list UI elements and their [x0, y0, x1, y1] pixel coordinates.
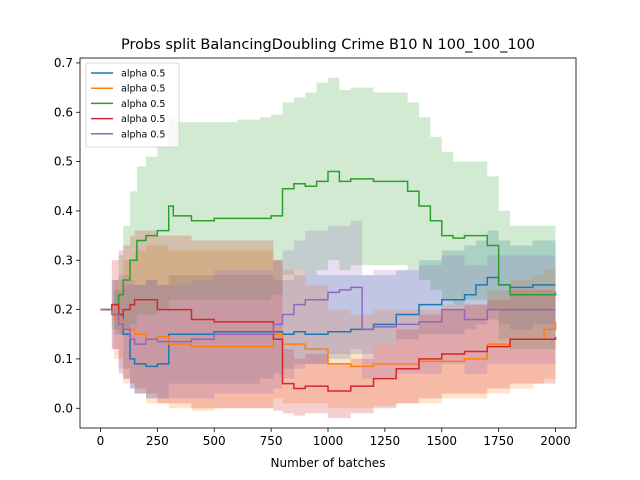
legend-label: alpha 0.5: [121, 129, 165, 140]
y-tick-label: 0.6: [54, 105, 73, 119]
legend-label: alpha 0.5: [121, 84, 165, 95]
series-5-line: [100, 286, 556, 345]
x-axis: 0 250 500 750 1000 1250 1500 1750 2000: [97, 428, 571, 448]
y-axis: 0.0 0.1 0.2 0.3 0.4 0.5 0.6 0.7: [54, 56, 80, 415]
x-tick-label: 1750: [483, 434, 514, 448]
legend-label: alpha 0.5: [121, 69, 165, 80]
legend-label: alpha 0.5: [121, 114, 165, 125]
series-3-line: [100, 170, 557, 311]
legend-label: alpha 0.5: [121, 99, 165, 110]
x-tick-label: 500: [203, 434, 226, 448]
y-tick-label: 0.5: [54, 155, 73, 169]
y-tick-label: 0.3: [54, 253, 73, 267]
series-4-band: [100, 230, 556, 419]
chart-title: Probs split BalancingDoubling Crime B10 …: [121, 37, 535, 53]
legend-box: [85, 62, 180, 148]
x-tick-label: 250: [146, 434, 169, 448]
x-tick-label: 750: [260, 434, 283, 448]
y-tick-label: 0.7: [54, 56, 73, 70]
x-tick-label: 1000: [313, 434, 344, 448]
series-1-line: [100, 276, 556, 368]
x-axis-title: Number of batches: [271, 456, 386, 470]
y-tick-label: 0.4: [54, 204, 73, 218]
x-tick-label: 0: [97, 434, 105, 448]
series-2-band: [100, 245, 556, 411]
series-4-line: [100, 298, 557, 392]
y-tick-label: 0.0: [54, 401, 73, 415]
legend: alpha 0.5 alpha 0.5 alpha 0.5 alpha 0.5 alph…: [85, 62, 180, 148]
x-tick-label: 1250: [370, 434, 401, 448]
confidence-bands: [100, 77, 556, 419]
y-tick-label: 0.1: [54, 352, 73, 366]
series-1-band: [100, 230, 556, 399]
series-3-band: [100, 77, 556, 350]
series-lines: [100, 170, 557, 392]
y-tick-label: 0.2: [54, 303, 73, 317]
x-tick-label: 1500: [426, 434, 457, 448]
x-tick-label: 2000: [540, 434, 571, 448]
